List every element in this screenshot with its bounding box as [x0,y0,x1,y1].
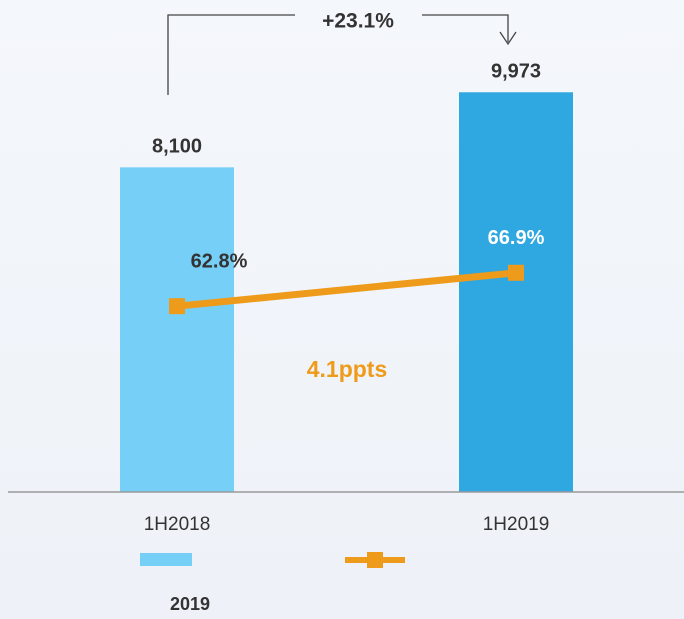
legend-label: 2019 [170,594,210,614]
ppts-annotation: 4.1ppts [307,356,388,382]
x-tick-label: 1H2019 [483,514,550,535]
bar [120,167,234,492]
bracket-arrow [499,31,517,46]
legend-swatch-bar [140,553,192,566]
line-marker [169,298,185,315]
x-tick-label: 1H2018 [144,514,211,535]
legend-swatch-marker [367,552,383,568]
bar-value-label: 8,100 [152,136,202,158]
growth-annotation: +23.1% [322,10,394,33]
line [176,269,517,310]
line-value-label: 66.9% [488,227,545,249]
line-marker [508,264,524,281]
bracket-right [422,14,509,42]
bar-value-label: 9,973 [491,61,541,83]
bar [459,92,573,492]
line-value-label: 62.8% [191,250,248,272]
bracket-left [167,14,295,95]
